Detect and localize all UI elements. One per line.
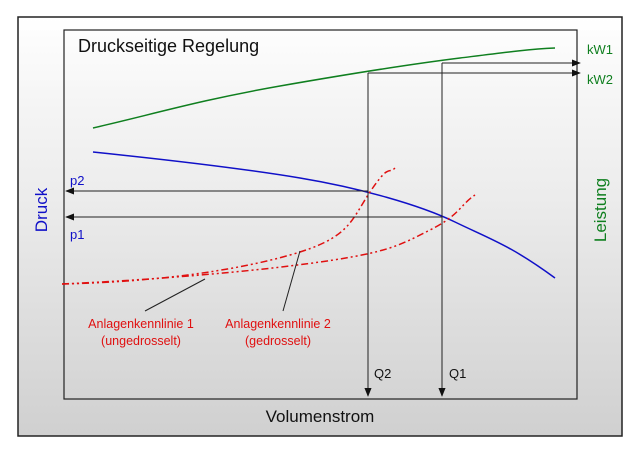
system-curve-2 xyxy=(61,167,396,285)
kw1-label: kW1 xyxy=(587,42,613,57)
plot-frame xyxy=(63,29,578,400)
x-axis-label: Volumenstrom xyxy=(266,407,375,426)
annotation-2-leader xyxy=(282,250,301,312)
annotation-1-line1: Anlagenkennlinie 1 xyxy=(88,317,194,331)
annotation-1-line2: (ungedrosselt) xyxy=(101,334,181,348)
outer-frame xyxy=(17,16,623,437)
annotation-2-line1: Anlagenkennlinie 2 xyxy=(225,317,331,331)
p1-label: p1 xyxy=(70,227,84,242)
annotation-1-leader xyxy=(144,278,206,312)
y-left-axis-label: Druck xyxy=(32,187,51,232)
y-right-axis-label: Leistung xyxy=(591,178,610,242)
kw2-label: kW2 xyxy=(587,72,613,87)
annotation-2-line2: (gedrosselt) xyxy=(245,334,311,348)
p2-label: p2 xyxy=(70,173,84,188)
q2-label: Q2 xyxy=(374,366,391,381)
power-curve xyxy=(92,47,556,129)
q1-label: Q1 xyxy=(449,366,466,381)
diagram-title: Druckseitige Regelung xyxy=(78,36,259,56)
